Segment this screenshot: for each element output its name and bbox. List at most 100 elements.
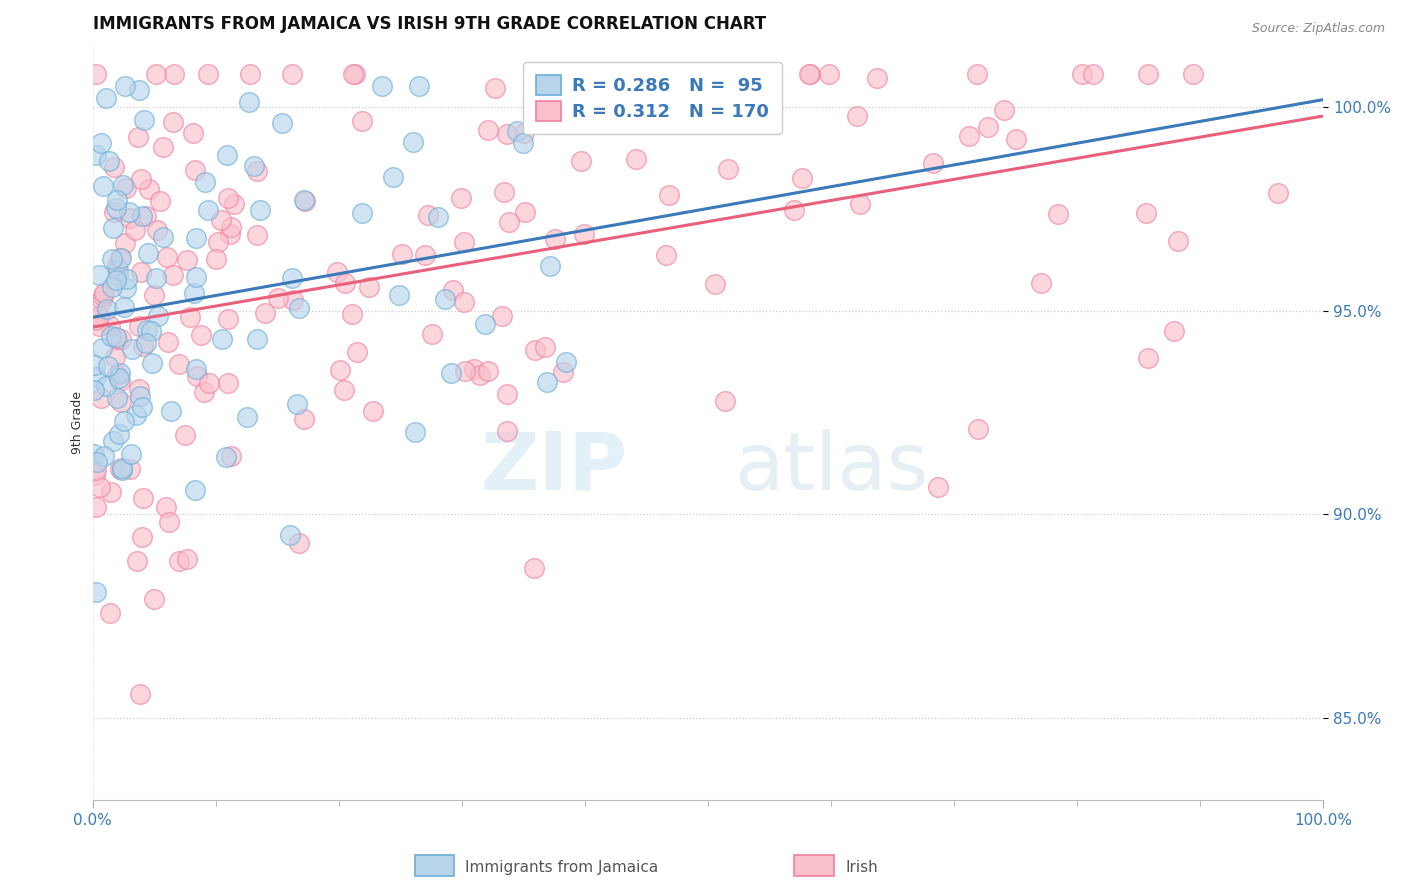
Point (654, 247, 676, 261)
Point (145, 271, 167, 285)
Point (131, 209, 153, 223)
Point (91, 293, 114, 307)
Point (121, 343, 143, 357)
Point (388, 287, 411, 301)
Point (1135, 206, 1157, 220)
Point (125, 409, 148, 423)
Point (426, 210, 449, 224)
Point (111, 178, 134, 192)
Point (543, 232, 565, 246)
Point (551, 365, 574, 379)
Point (281, 270, 304, 285)
Point (105, 194, 128, 208)
Point (101, 252, 124, 267)
Point (84, 313, 107, 327)
Point (292, 411, 315, 425)
Point (104, 329, 127, 343)
Point (181, 127, 204, 141)
Point (866, 71, 889, 86)
Point (381, 169, 404, 184)
Point (450, 191, 472, 205)
Point (87, 319, 110, 334)
Point (288, 535, 311, 549)
Point (523, 561, 546, 575)
Point (270, 116, 292, 130)
Point (453, 235, 475, 249)
Point (391, 247, 413, 261)
Point (142, 592, 165, 607)
Point (849, 197, 872, 211)
Point (114, 301, 136, 315)
Point (957, 129, 980, 144)
Point (105, 259, 128, 273)
Point (818, 67, 841, 81)
Point (468, 368, 491, 382)
Point (555, 354, 578, 368)
Point (215, 450, 238, 464)
Point (128, 687, 150, 701)
Point (110, 251, 132, 265)
Point (194, 175, 217, 189)
Point (658, 188, 681, 202)
Point (193, 384, 215, 399)
Point (124, 222, 146, 236)
Point (114, 79, 136, 94)
Point (115, 281, 138, 295)
Point (111, 461, 134, 475)
Point (103, 204, 125, 219)
Point (179, 310, 201, 325)
Point (97, 153, 120, 168)
Point (413, 248, 436, 262)
Point (184, 362, 207, 376)
Point (107, 370, 129, 384)
Y-axis label: 9th Grade: 9th Grade (72, 392, 84, 454)
Point (176, 552, 198, 566)
Point (640, 113, 662, 128)
Point (523, 343, 546, 358)
Point (243, 159, 266, 173)
Point (183, 285, 205, 300)
Point (183, 483, 205, 498)
Text: atlas: atlas (734, 429, 928, 507)
Point (491, 309, 513, 323)
Point (128, 383, 150, 397)
Point (115, 272, 138, 286)
Point (249, 202, 271, 217)
Point (98, 319, 121, 334)
Point (163, 67, 186, 81)
Text: Source: ZipAtlas.com: Source: ZipAtlas.com (1251, 22, 1385, 36)
Point (186, 270, 208, 285)
Point (84, 500, 107, 514)
Point (83, 467, 105, 482)
Point (352, 114, 374, 128)
Point (96, 301, 118, 316)
Point (107, 263, 129, 277)
Point (217, 376, 239, 391)
Point (90, 392, 112, 406)
Point (966, 422, 988, 436)
Point (98, 607, 121, 621)
Point (495, 386, 517, 401)
Point (93, 449, 115, 463)
Point (215, 148, 238, 162)
Point (453, 295, 475, 310)
Point (513, 205, 536, 219)
Point (105, 273, 128, 287)
Point (745, 67, 768, 81)
Point (89, 479, 111, 493)
Point (533, 340, 555, 354)
Point (1031, 276, 1053, 290)
Point (162, 114, 184, 128)
Point (84, 148, 107, 162)
Point (120, 461, 142, 475)
Point (326, 265, 349, 279)
Point (927, 480, 949, 494)
Point (94, 90, 117, 104)
Point (333, 276, 356, 290)
Point (717, 161, 740, 176)
Point (454, 364, 477, 378)
Point (582, 67, 605, 81)
Point (105, 332, 128, 346)
Point (498, 215, 520, 229)
Point (477, 364, 499, 378)
